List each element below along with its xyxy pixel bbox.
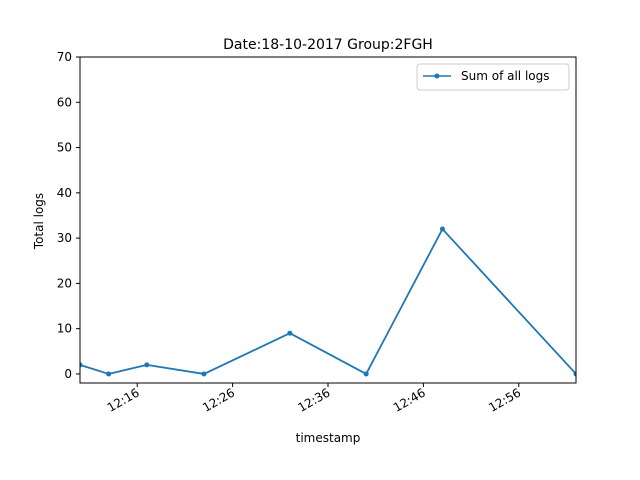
legend-marker-sample xyxy=(434,73,440,79)
x-axis-label: timestamp xyxy=(296,431,361,445)
data-point xyxy=(439,226,445,232)
chart-title: Date:18-10-2017 Group:2FGH xyxy=(223,37,433,53)
data-point xyxy=(201,371,207,377)
y-tick-label: 30 xyxy=(57,231,72,245)
axes-frame xyxy=(79,56,577,384)
data-point xyxy=(144,362,150,368)
y-tick-label: 0 xyxy=(64,367,72,381)
y-axis-label: Total logs xyxy=(32,193,46,250)
data-point xyxy=(573,371,576,377)
data-point xyxy=(363,371,369,377)
y-tick-label: 70 xyxy=(57,50,72,64)
data-point xyxy=(106,371,112,377)
legend: Sum of all logs xyxy=(416,63,570,91)
data-point xyxy=(287,330,293,336)
y-tick-label: 10 xyxy=(57,322,72,336)
series-line-0 xyxy=(80,228,576,375)
y-tick-label: 50 xyxy=(57,141,72,155)
legend-box xyxy=(416,63,570,91)
data-point xyxy=(80,362,83,368)
y-tick-label: 40 xyxy=(57,186,72,200)
y-tick-label: 60 xyxy=(57,95,72,109)
y-tick-label: 20 xyxy=(57,276,72,290)
legend-entry-sum-of-all-logs: Sum of all logs xyxy=(461,69,550,83)
